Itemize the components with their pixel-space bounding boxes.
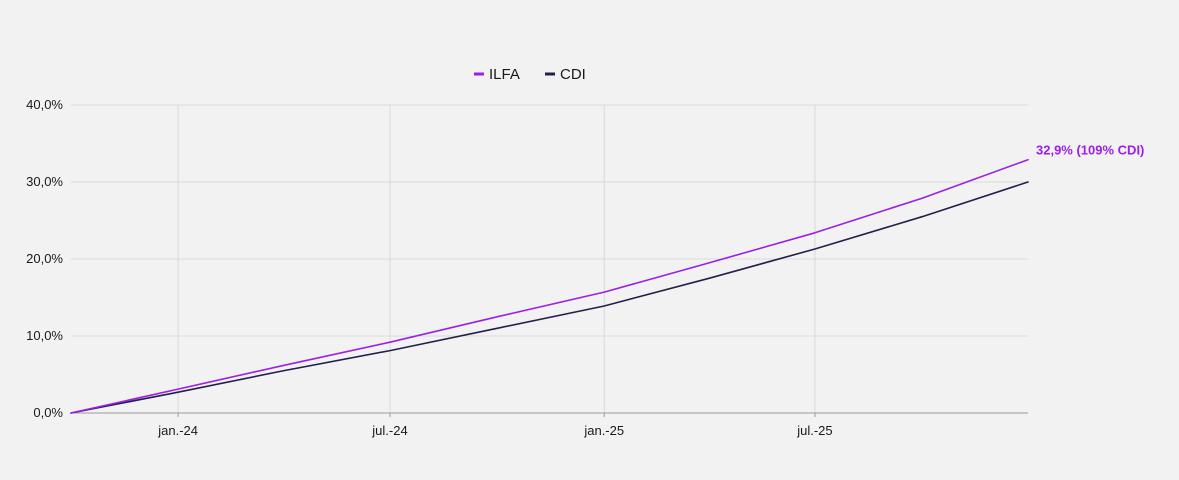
end-value-label: 32,9% (109% CDI) bbox=[1036, 143, 1144, 158]
axes: 0,0% 10,0% 20,0% 30,0% 40,0% jan.-24 jul.-24 ja… bbox=[26, 97, 1028, 438]
series-line-cdi bbox=[70, 181, 1029, 414]
y-tick-label: 0,0% bbox=[33, 405, 63, 420]
legend[interactable]: ILFA CDI bbox=[474, 66, 586, 83]
y-tick-label: 40,0% bbox=[26, 97, 63, 112]
y-tick-label: 20,0% bbox=[26, 251, 63, 266]
y-tick-label: 10,0% bbox=[26, 328, 63, 343]
annotations: 32,9% (109% CDI) bbox=[1036, 143, 1144, 158]
legend-item-ilfa[interactable]: ILFA bbox=[474, 66, 520, 83]
legend-item-cdi[interactable]: CDI bbox=[545, 66, 586, 83]
series-layer bbox=[70, 158, 1029, 414]
x-tick-label: jan.-24 bbox=[157, 423, 198, 438]
series-line-ilfa bbox=[70, 158, 1029, 414]
legend-label: ILFA bbox=[489, 66, 520, 83]
grid bbox=[71, 104, 1028, 413]
y-tick-label: 30,0% bbox=[26, 174, 63, 189]
legend-label: CDI bbox=[560, 66, 586, 83]
x-tick-label: jan.-25 bbox=[583, 423, 624, 438]
x-tick-label: jul.-24 bbox=[371, 423, 407, 438]
x-tick-label: jul.-25 bbox=[796, 423, 832, 438]
